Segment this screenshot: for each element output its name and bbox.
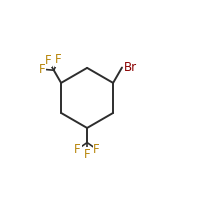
Text: F: F — [74, 143, 81, 156]
Text: F: F — [39, 63, 46, 76]
Text: F: F — [93, 143, 100, 156]
Text: F: F — [55, 53, 62, 66]
Text: F: F — [84, 148, 90, 161]
Text: Br: Br — [124, 61, 137, 74]
Text: F: F — [45, 54, 51, 67]
